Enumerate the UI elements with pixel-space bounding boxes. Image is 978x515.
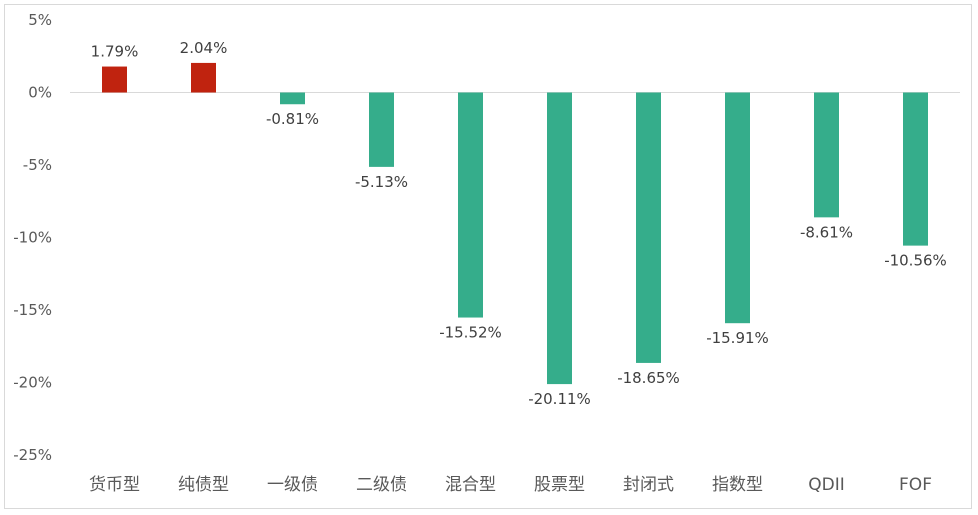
bar: [369, 92, 394, 167]
category-label: 一级债: [267, 475, 318, 495]
category-label: QDII: [808, 475, 845, 495]
data-label: 2.04%: [180, 39, 228, 57]
bar: [903, 92, 928, 246]
y-tick-label: -25%: [13, 446, 52, 464]
y-tick-label: -5%: [23, 156, 52, 174]
data-label: -18.65%: [617, 369, 680, 387]
y-tick-label: -10%: [13, 229, 52, 247]
data-label: -10.56%: [884, 252, 947, 270]
data-label: -15.91%: [706, 329, 769, 347]
category-label: FOF: [899, 475, 932, 495]
y-tick-label: -20%: [13, 374, 52, 392]
bar: [725, 92, 750, 324]
data-label: -0.81%: [266, 110, 319, 128]
bar: [191, 62, 216, 93]
y-tick-label: 5%: [28, 11, 52, 29]
category-label: 混合型: [445, 475, 496, 495]
chart-frame: [4, 4, 972, 509]
category-label: 股票型: [534, 475, 585, 495]
category-label: 指数型: [712, 475, 763, 495]
bar: [458, 92, 483, 318]
bar: [280, 92, 305, 105]
category-label: 货币型: [89, 475, 140, 495]
bar: [547, 92, 572, 385]
bar: [814, 92, 839, 218]
y-tick-label: -15%: [13, 301, 52, 319]
bars: [102, 62, 928, 385]
data-label: -8.61%: [800, 223, 853, 241]
bar: [102, 66, 127, 93]
data-label: -20.11%: [528, 390, 591, 408]
bar: [636, 92, 661, 363]
data-label: 1.79%: [91, 43, 139, 61]
y-tick-label: 0%: [28, 84, 52, 102]
data-labels: 1.79% 2.04% -0.81% -5.13% -15.52% -20.11% -18.…: [91, 39, 947, 408]
category-label: 二级债: [356, 475, 407, 495]
y-axis-ticks: 5% 0% -5% -10% -15% -20% -25%: [13, 11, 52, 464]
category-label: 封闭式: [623, 475, 674, 495]
data-label: -5.13%: [355, 173, 408, 191]
data-label: -15.52%: [439, 324, 502, 342]
category-label: 纯债型: [178, 475, 229, 495]
x-axis-categories: 货币型 纯债型 一级债 二级债 混合型 股票型 封闭式 指数型 QDII FOF: [89, 475, 932, 495]
